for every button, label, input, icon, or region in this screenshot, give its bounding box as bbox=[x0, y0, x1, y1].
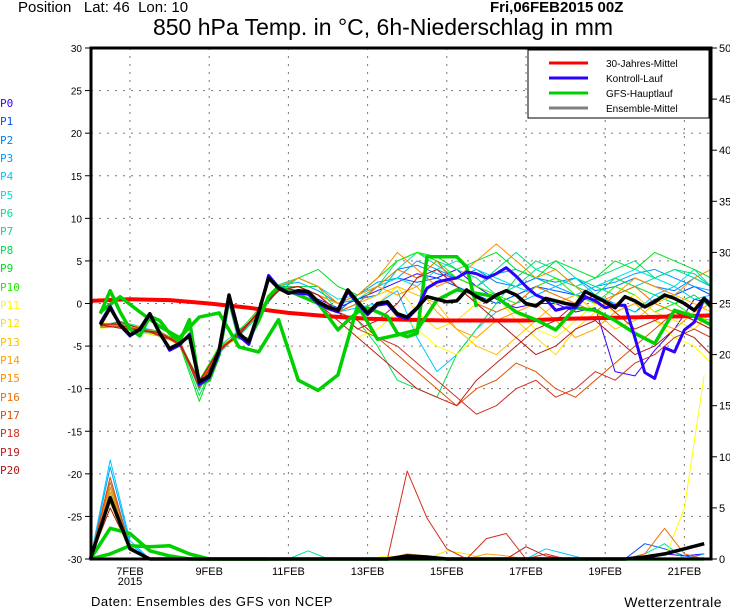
member-label: P10 bbox=[0, 280, 20, 294]
gfs-main-lowres-temp-line bbox=[99, 288, 712, 393]
legend-label: GFS-Hauptlauf bbox=[606, 89, 673, 100]
left-tick-label: 15 bbox=[71, 172, 83, 183]
gfs-main-precip-line bbox=[88, 526, 269, 561]
member-label: P20 bbox=[0, 464, 20, 477]
left-tick-label: -20 bbox=[68, 470, 83, 481]
brand-footer: Wetterzentrale bbox=[624, 594, 722, 610]
member-label: P2 bbox=[0, 133, 14, 147]
member-label: P7 bbox=[0, 225, 14, 239]
member-label: P5 bbox=[0, 188, 14, 202]
member-label: P4 bbox=[0, 170, 14, 184]
left-tick-label: 30 bbox=[71, 44, 83, 55]
right-tick-label: 5 bbox=[719, 503, 725, 515]
date-tick-label: 7FEB bbox=[116, 566, 144, 578]
member-p18-temp-line bbox=[100, 286, 712, 415]
left-tick-label: -30 bbox=[68, 555, 83, 566]
left-tick-label: 5 bbox=[76, 257, 82, 268]
member-label: P12 bbox=[0, 317, 20, 331]
date-tick-label: 11FEB bbox=[272, 566, 305, 578]
grid bbox=[91, 48, 711, 559]
left-tick-label: 20 bbox=[71, 129, 83, 140]
member-p4-precip-line bbox=[89, 459, 705, 560]
member-p17-precip-line bbox=[89, 476, 705, 560]
member-label: P1 bbox=[0, 115, 14, 129]
right-tick-label: 10 bbox=[719, 452, 730, 464]
legend: 30-Jahres-Mittel Kontroll-Lauf GFS-Hauptla… bbox=[527, 49, 710, 119]
date-tick-label: 9FEB bbox=[195, 566, 223, 578]
member-p16-precip-line bbox=[89, 481, 705, 560]
member-p1-precip-line bbox=[89, 487, 705, 560]
right-tick-label: 45 bbox=[719, 94, 730, 106]
position-label: Position Lat: 46 Lon: 10 bbox=[18, 0, 189, 16]
member-p8-temp-line bbox=[100, 260, 712, 398]
member-p2-precip-line bbox=[89, 476, 705, 560]
axes: -30 -25 -20 -15 -10 -5 0 5 10 15 20 25 30 0 5 10 15 20 25 3… bbox=[68, 43, 730, 588]
member-p20-temp-line bbox=[100, 268, 712, 382]
member-p0-precip-line bbox=[89, 492, 705, 560]
gfs-main-temp-line bbox=[98, 254, 479, 387]
member-label: P6 bbox=[0, 207, 14, 221]
date-tick-label: 17FEB bbox=[509, 566, 543, 578]
member-p11-precip-line bbox=[89, 374, 705, 560]
right-tick-label: 0 bbox=[719, 554, 725, 566]
member-p15-precip-line bbox=[89, 487, 705, 560]
chart-title: 850 hPa Temp. in °C, 6h-Niederschlag in … bbox=[152, 14, 614, 40]
member-label: P0 bbox=[0, 97, 14, 110]
series-layer bbox=[88, 243, 713, 561]
left-tick-label: 25 bbox=[71, 87, 83, 98]
member-label: P18 bbox=[0, 427, 20, 441]
ensemble-mean-temp-line bbox=[98, 276, 713, 384]
right-tick-label: 20 bbox=[719, 350, 730, 362]
legend-label: Ensemble-Mittel bbox=[606, 104, 678, 115]
right-tick-label: 25 bbox=[719, 299, 730, 311]
date-tick-label: 15FEB bbox=[430, 566, 464, 578]
member-label: P8 bbox=[0, 243, 14, 257]
left-tick-label: 10 bbox=[71, 214, 83, 225]
date-tick-label: 13FEB bbox=[351, 566, 385, 578]
member-p18-precip-line bbox=[89, 470, 705, 560]
right-tick-label: 35 bbox=[719, 196, 730, 208]
right-tick-label: 50 bbox=[719, 43, 730, 55]
member-label: P14 bbox=[0, 353, 20, 367]
member-label: P13 bbox=[0, 335, 20, 349]
right-tick-label: 30 bbox=[719, 247, 730, 259]
member-label: P17 bbox=[0, 408, 20, 422]
member-label: P19 bbox=[0, 445, 20, 459]
right-tick-label: 40 bbox=[719, 145, 730, 157]
left-tick-label: -25 bbox=[68, 512, 83, 523]
member-p14-precip-line bbox=[89, 492, 705, 560]
member-label: P11 bbox=[0, 298, 20, 312]
legend-label: Kontroll-Lauf bbox=[606, 74, 663, 85]
date-tick-label: 21FEB bbox=[668, 566, 702, 578]
member-label: P3 bbox=[0, 152, 14, 166]
member-label: P16 bbox=[0, 390, 20, 404]
member-label: P15 bbox=[0, 372, 20, 386]
left-tick-label: -5 bbox=[73, 342, 82, 353]
date-tick-label: 19FEB bbox=[588, 566, 622, 578]
left-tick-label: -15 bbox=[68, 427, 83, 438]
year-label: 2015 bbox=[118, 576, 142, 588]
right-tick-label: 15 bbox=[719, 401, 730, 413]
member-p10-precip-line bbox=[89, 487, 705, 560]
member-p9-precip-line bbox=[89, 492, 705, 560]
legend-label: 30-Jahres-Mittel bbox=[606, 59, 678, 70]
data-source-footer: Daten: Ensembles des GFS von NCEP bbox=[91, 594, 333, 609]
left-tick-label: -10 bbox=[68, 385, 83, 396]
member-label: P9 bbox=[0, 262, 14, 276]
member-p5-precip-line bbox=[89, 481, 705, 560]
run-time-label: Fri,06FEB2015 00Z bbox=[490, 0, 624, 16]
left-tick-label: 0 bbox=[76, 300, 82, 311]
member-p10-temp-line bbox=[100, 251, 712, 381]
